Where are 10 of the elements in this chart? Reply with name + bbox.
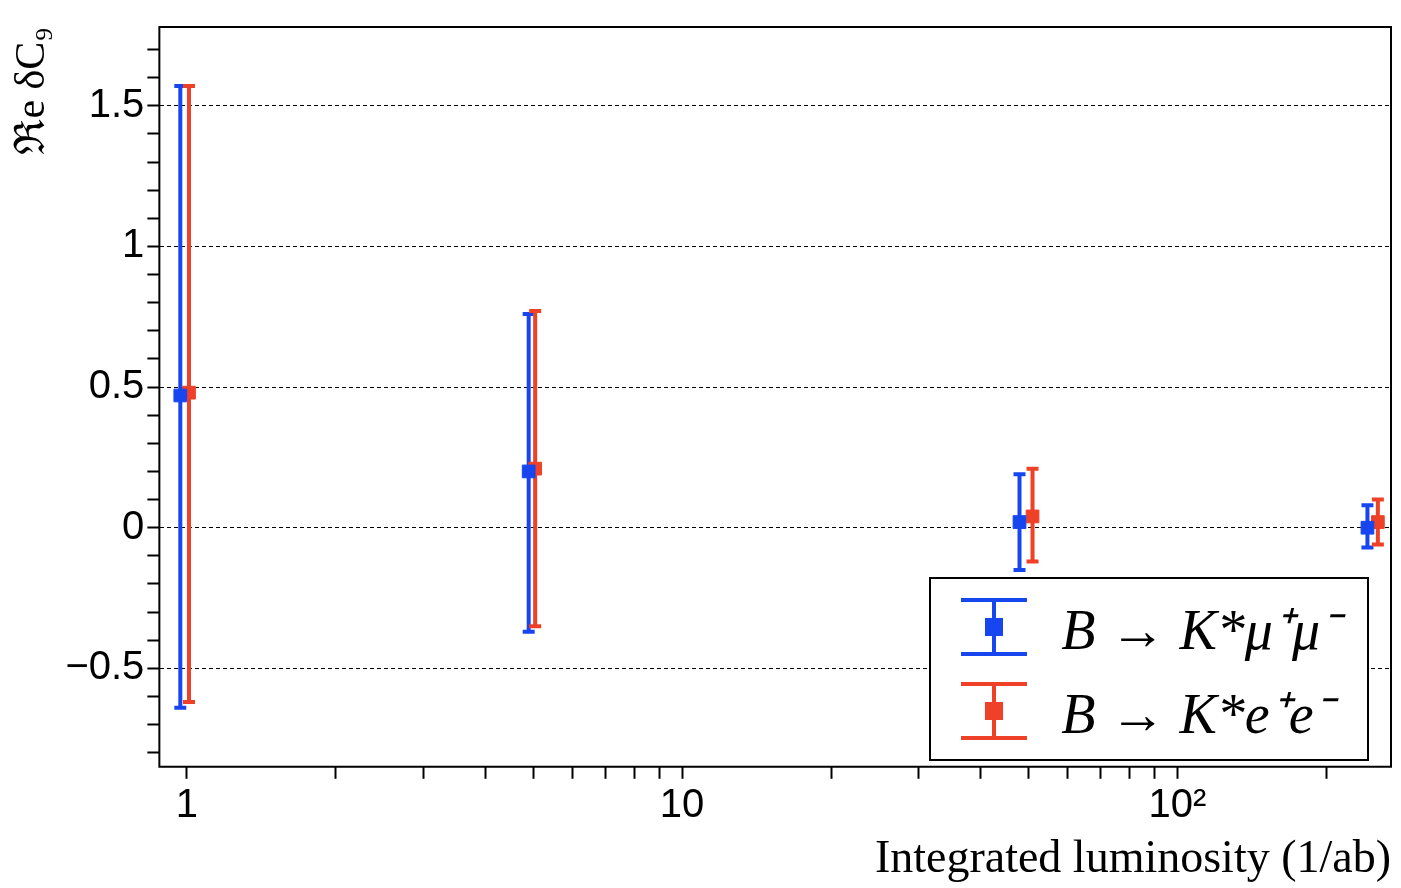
x-tick-label: 10² [1148, 780, 1207, 825]
x-tick-label: 1 [175, 780, 198, 825]
x-axis-title: Integrated luminosity (1/ab) [874, 831, 1391, 883]
y-tick-label: 0 [122, 502, 145, 547]
x-tick-label: 10 [659, 780, 705, 825]
y-tick-label: 0.5 [88, 362, 145, 407]
y-tick-label: 1 [122, 221, 145, 266]
y-tick-label: −0.5 [65, 643, 145, 688]
y-tick-label: 1.5 [88, 80, 145, 125]
y-axis-title: ℜe δC₉ [7, 27, 54, 155]
